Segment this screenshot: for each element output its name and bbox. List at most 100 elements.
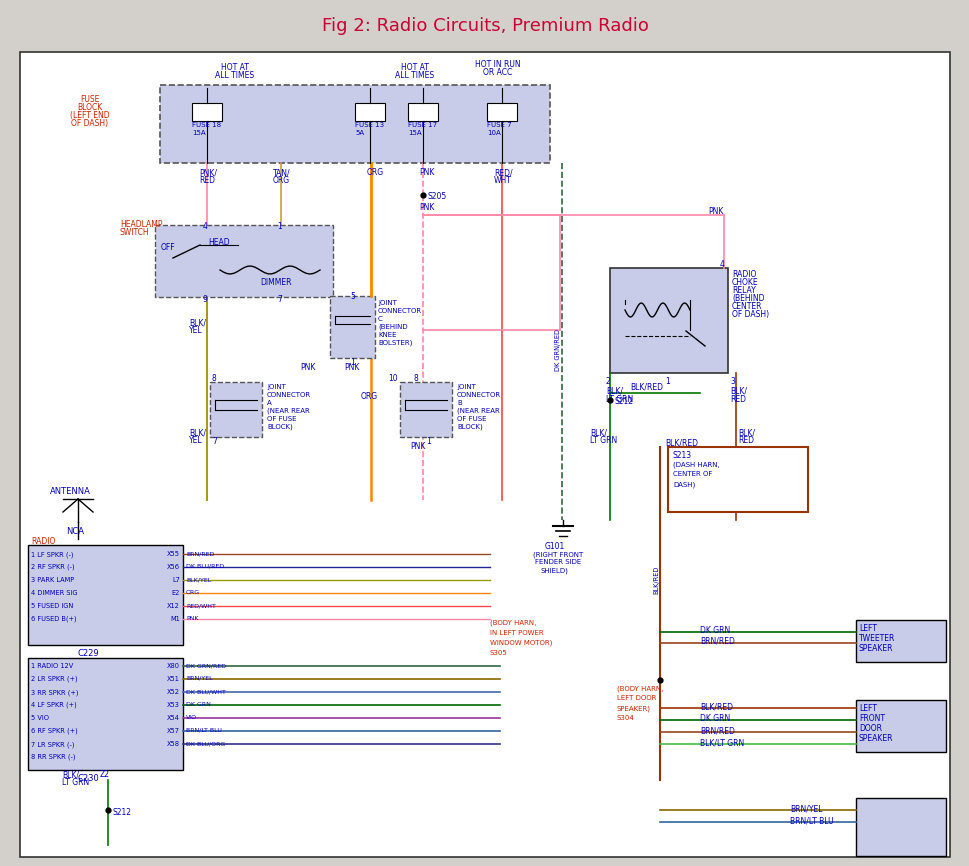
Text: LT GRN: LT GRN <box>62 778 89 787</box>
Text: BLK/RED: BLK/RED <box>629 383 663 392</box>
Text: B: B <box>456 400 461 406</box>
Text: DK BLU/ORG: DK BLU/ORG <box>186 741 225 746</box>
Text: BLOCK): BLOCK) <box>266 424 293 430</box>
Text: BRN/YEL: BRN/YEL <box>186 676 212 681</box>
FancyBboxPatch shape <box>408 103 438 121</box>
Text: 5 VIO: 5 VIO <box>31 715 49 721</box>
Text: BLK/RED: BLK/RED <box>665 439 698 448</box>
Text: BRN/YEL: BRN/YEL <box>789 804 822 813</box>
Text: FUSE 17: FUSE 17 <box>408 122 437 128</box>
Text: BRN/RED: BRN/RED <box>700 637 735 646</box>
Text: 2: 2 <box>606 377 610 386</box>
Text: JOINT: JOINT <box>266 384 286 390</box>
Text: NCA: NCA <box>66 527 84 536</box>
Text: WINDOW MOTOR): WINDOW MOTOR) <box>489 640 551 647</box>
Text: DOOR: DOOR <box>859 724 881 733</box>
Text: BLK/RED: BLK/RED <box>652 565 658 594</box>
Text: A: A <box>266 400 271 406</box>
FancyBboxPatch shape <box>192 103 222 121</box>
Text: TAN/: TAN/ <box>272 168 291 177</box>
Text: DIMMER: DIMMER <box>260 278 292 287</box>
Text: RED/: RED/ <box>493 168 512 177</box>
FancyBboxPatch shape <box>610 268 728 373</box>
Text: OF FUSE: OF FUSE <box>456 416 486 422</box>
Text: FUSE 18: FUSE 18 <box>192 122 221 128</box>
Text: BLK/: BLK/ <box>737 428 754 437</box>
Text: JOINT: JOINT <box>378 300 396 306</box>
FancyBboxPatch shape <box>855 620 945 662</box>
Text: OR ACC: OR ACC <box>483 68 512 77</box>
Text: PNK: PNK <box>419 168 434 177</box>
Text: HEAD: HEAD <box>207 238 230 247</box>
FancyBboxPatch shape <box>855 798 945 856</box>
FancyBboxPatch shape <box>329 296 375 358</box>
Text: TWEETER: TWEETER <box>859 634 894 643</box>
Text: KNEE: KNEE <box>378 332 396 338</box>
Text: ANTENNA: ANTENNA <box>50 487 91 496</box>
Text: RADIO: RADIO <box>732 270 756 279</box>
Text: 2 RF SPKR (-): 2 RF SPKR (-) <box>31 564 75 571</box>
Text: E2: E2 <box>172 590 180 596</box>
Text: SHIELD): SHIELD) <box>541 567 568 573</box>
FancyBboxPatch shape <box>20 52 949 857</box>
Text: LEFT: LEFT <box>859 704 876 713</box>
Text: LEFT DOOR: LEFT DOOR <box>616 695 656 701</box>
FancyBboxPatch shape <box>0 0 969 46</box>
Text: 1 LF SPKR (-): 1 LF SPKR (-) <box>31 551 74 558</box>
Text: (DASH HARN,: (DASH HARN, <box>672 461 719 468</box>
Text: YEL: YEL <box>189 326 203 335</box>
Text: OF DASH): OF DASH) <box>72 119 109 128</box>
Text: 8 RR SPKR (-): 8 RR SPKR (-) <box>31 754 76 760</box>
Text: X58: X58 <box>167 741 180 747</box>
Text: S212: S212 <box>112 808 132 817</box>
Text: 6 RF SPKR (+): 6 RF SPKR (+) <box>31 728 78 734</box>
Text: DK GRN: DK GRN <box>700 626 730 635</box>
Text: RED: RED <box>730 395 745 404</box>
Text: PNK/: PNK/ <box>199 168 217 177</box>
Text: Z2: Z2 <box>100 770 109 779</box>
Text: 7 LR SPKR (-): 7 LR SPKR (-) <box>31 741 75 747</box>
Text: LT GRN: LT GRN <box>606 395 633 404</box>
Text: 8: 8 <box>212 374 216 383</box>
Text: IN LEFT POWER: IN LEFT POWER <box>489 630 543 636</box>
Text: M1: M1 <box>171 616 180 622</box>
FancyBboxPatch shape <box>28 658 183 770</box>
Text: SPEAKER: SPEAKER <box>859 734 892 743</box>
Text: Fig 2: Radio Circuits, Premium Radio: Fig 2: Radio Circuits, Premium Radio <box>322 17 647 35</box>
Text: LT GRN: LT GRN <box>589 436 616 445</box>
Text: RED/WHT: RED/WHT <box>186 603 216 608</box>
Text: (BODY HARN,: (BODY HARN, <box>616 685 663 691</box>
Text: X80: X80 <box>167 663 180 669</box>
Text: 5 FUSED IGN: 5 FUSED IGN <box>31 603 74 609</box>
Text: HOT AT: HOT AT <box>221 63 249 72</box>
Text: 4: 4 <box>203 222 207 231</box>
Text: BLOCK): BLOCK) <box>456 424 483 430</box>
Text: (NEAR REAR: (NEAR REAR <box>266 408 309 415</box>
Text: 15A: 15A <box>408 130 422 136</box>
Text: ORG: ORG <box>272 176 290 185</box>
Text: DK BLU/WHT: DK BLU/WHT <box>186 689 226 694</box>
Text: ALL TIMES: ALL TIMES <box>395 71 434 80</box>
Text: HOT IN RUN: HOT IN RUN <box>475 60 520 69</box>
Text: ORG: ORG <box>186 590 200 595</box>
Text: X12: X12 <box>167 603 180 609</box>
Text: X52: X52 <box>167 689 180 695</box>
FancyBboxPatch shape <box>486 103 516 121</box>
Text: BRN/RED: BRN/RED <box>186 551 214 556</box>
Text: 1: 1 <box>425 437 430 446</box>
Text: 7: 7 <box>212 437 217 446</box>
Text: YEL: YEL <box>189 436 203 445</box>
FancyBboxPatch shape <box>399 382 452 437</box>
Text: FUSE: FUSE <box>80 95 100 104</box>
Text: X53: X53 <box>167 702 180 708</box>
Text: PNK: PNK <box>186 616 199 621</box>
Text: 5A: 5A <box>355 130 363 136</box>
Text: OF FUSE: OF FUSE <box>266 416 297 422</box>
Text: 6 FUSED B(+): 6 FUSED B(+) <box>31 616 77 623</box>
Text: BLK/RED: BLK/RED <box>700 702 733 711</box>
Text: 8: 8 <box>414 374 419 383</box>
Text: 1: 1 <box>277 222 281 231</box>
Text: ALL TIMES: ALL TIMES <box>215 71 254 80</box>
Text: X55: X55 <box>167 551 180 557</box>
Text: C229: C229 <box>78 649 100 658</box>
